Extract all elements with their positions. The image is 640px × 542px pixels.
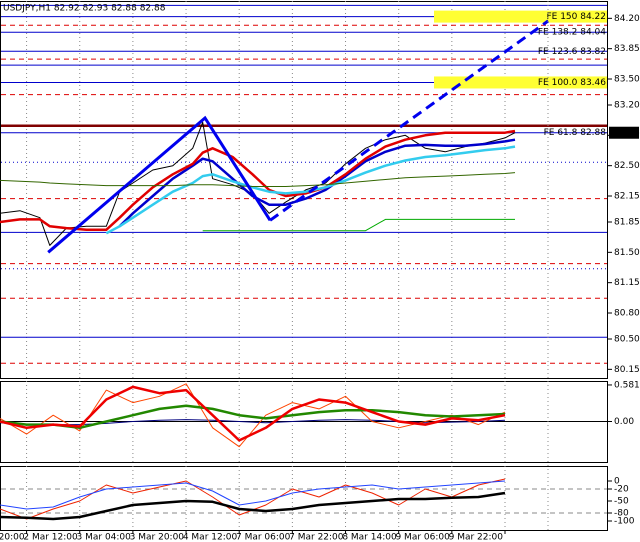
x-tick-label: 2 Mar 12:00 — [23, 533, 78, 542]
series-line — [105, 145, 516, 235]
y-tick-label: 82.15 — [614, 192, 640, 202]
series-line — [0, 383, 506, 448]
y-tick-label: -100 — [614, 517, 635, 527]
fe-label: FE 61.8 82.88 — [544, 128, 607, 138]
fe-label: FE 100.0 83.46 — [538, 78, 606, 88]
series-line — [0, 404, 506, 430]
x-tick-label: 9 Mar 06:00 — [395, 533, 450, 542]
fibo-line — [47, 115, 272, 254]
panel-frame — [0, 466, 608, 531]
y-tick-label: 83.50 — [614, 75, 640, 85]
y-tick-label: 81.50 — [614, 248, 640, 258]
x-tick-label: 3 Mar 04:00 — [77, 533, 132, 542]
series-line — [0, 480, 506, 510]
series-line — [118, 138, 516, 228]
y-tick-label: 0.00 — [614, 417, 634, 427]
fibo-line — [269, 19, 550, 222]
x-tick-label: 9 Mar 22:00 — [449, 533, 504, 542]
y-tick-label: 80.50 — [614, 335, 640, 345]
y-tick-label: 83.20 — [614, 101, 640, 111]
series-line — [0, 385, 506, 442]
y-tick-label: -20 — [614, 485, 629, 495]
chart-title: USDJPY,H1 82.92 82.93 82.88 82.88 — [3, 4, 166, 14]
y-tick-label: 80.80 — [614, 309, 640, 319]
y-tick-label: 81.15 — [614, 278, 640, 288]
series-line — [0, 491, 506, 521]
y-tick-label: 82.50 — [614, 161, 640, 171]
y-tick-label: 80.15 — [614, 365, 640, 375]
current-price-box — [609, 126, 639, 139]
x-tick-label: 7 Mar 22:00 — [289, 533, 344, 542]
y-tick-label: 0.581 — [614, 380, 640, 390]
x-tick-label: 7 Mar 06:00 — [236, 533, 291, 542]
current-price-label: 82.88 — [614, 128, 640, 138]
x-tick-label: 4 Mar 12:00 — [183, 533, 238, 542]
y-tick-label: 81.85 — [614, 218, 640, 228]
fe-highlight — [434, 10, 607, 23]
y-tick-label: 84.20 — [614, 14, 640, 24]
series-line — [0, 121, 516, 246]
y-tick-label: 0 — [614, 477, 620, 487]
fe-label: FE 123.6 83.82 — [538, 47, 606, 57]
series-line — [0, 129, 516, 232]
y-tick-label: 83.85 — [614, 44, 640, 54]
panel-frame — [0, 1, 608, 379]
y-tick-label: -50 — [614, 497, 629, 507]
x-tick-label: 8 Mar 14:00 — [342, 533, 397, 542]
fe-label: FE 138.2 84.04 — [538, 28, 606, 38]
y-tick-label: -80 — [614, 509, 629, 519]
series-line — [0, 172, 516, 187]
x-tick-label: r 20:00 — [0, 533, 25, 542]
fe-highlight — [434, 76, 607, 89]
series-line — [202, 218, 515, 232]
x-tick-label: 3 Mar 20:00 — [130, 533, 185, 542]
fe-label: FE 150 84.22 — [546, 12, 606, 22]
